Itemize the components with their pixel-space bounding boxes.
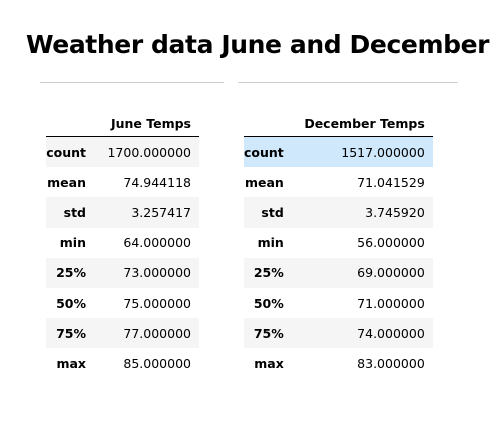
june-temps-table: June Temps count 1700.000000 mean 74.94411… (46, 110, 199, 379)
row-label: std (46, 197, 94, 228)
december-temps-table: December Temps count 1517.000000 mean 71.0… (244, 110, 433, 379)
cell-value: 64.000000 (123, 235, 191, 251)
cell-value: 74.944118 (123, 174, 191, 190)
row-label: min (59, 235, 86, 251)
table-row[interactable]: std 3.745920 (244, 197, 433, 228)
table-row[interactable]: mean 74.944118 (46, 167, 199, 197)
cell-value: 83.000000 (357, 355, 425, 371)
table-row[interactable]: 50% 75.000000 (46, 288, 199, 318)
cell-value: 75.000000 (123, 295, 191, 311)
row-label: 50% (253, 295, 284, 311)
row-label: 75% (46, 318, 94, 349)
column-header: June Temps (94, 110, 199, 137)
cell-value: 73.000000 (94, 257, 199, 288)
table-row[interactable]: 25% 73.000000 (46, 257, 199, 288)
table-row[interactable]: 75% 74.000000 (244, 318, 433, 349)
cell-value: 56.000000 (357, 235, 425, 251)
row-label: 75% (244, 318, 292, 349)
table-row[interactable]: 50% 71.000000 (244, 288, 433, 318)
row-label: 25% (244, 257, 292, 288)
cell-value: 71.041529 (357, 174, 425, 190)
row-label: 25% (46, 257, 94, 288)
row-label: count (46, 136, 94, 168)
cell-value: 1517.000000 (291, 136, 433, 168)
cell-value: 74.000000 (291, 318, 433, 349)
row-label: min (257, 235, 284, 251)
cell-value: 71.000000 (357, 295, 425, 311)
cell-value: 69.000000 (291, 257, 433, 288)
table-row[interactable]: 75% 77.000000 (46, 318, 199, 349)
table-row[interactable]: mean 71.041529 (244, 167, 433, 197)
table-row[interactable]: min 56.000000 (244, 228, 433, 258)
cell-value: 3.257417 (94, 197, 199, 228)
column-header: December Temps (291, 110, 433, 137)
table-row[interactable]: min 64.000000 (46, 228, 199, 258)
page-title: Weather data June and December (26, 30, 490, 59)
row-label: max (56, 355, 86, 371)
row-label: 50% (56, 295, 86, 311)
index-header (46, 110, 94, 137)
table-row[interactable]: count 1517.000000 (244, 136, 433, 168)
row-label: max (254, 355, 284, 371)
table-row[interactable]: count 1700.000000 (46, 136, 199, 168)
table-row[interactable]: 25% 69.000000 (244, 257, 433, 288)
row-label: count (244, 136, 292, 168)
divider (238, 82, 458, 83)
row-label: mean (47, 174, 86, 190)
row-label: mean (244, 174, 284, 190)
row-label: std (244, 197, 292, 228)
cell-value: 1700.000000 (94, 136, 199, 168)
table-row[interactable]: max 83.000000 (244, 348, 433, 378)
cell-value: 85.000000 (123, 355, 191, 371)
cell-value: 77.000000 (94, 318, 199, 349)
divider (40, 82, 224, 83)
table-row[interactable]: max 85.000000 (46, 348, 199, 378)
cell-value: 3.745920 (291, 197, 433, 228)
index-header (244, 110, 292, 137)
table-row[interactable]: std 3.257417 (46, 197, 199, 228)
